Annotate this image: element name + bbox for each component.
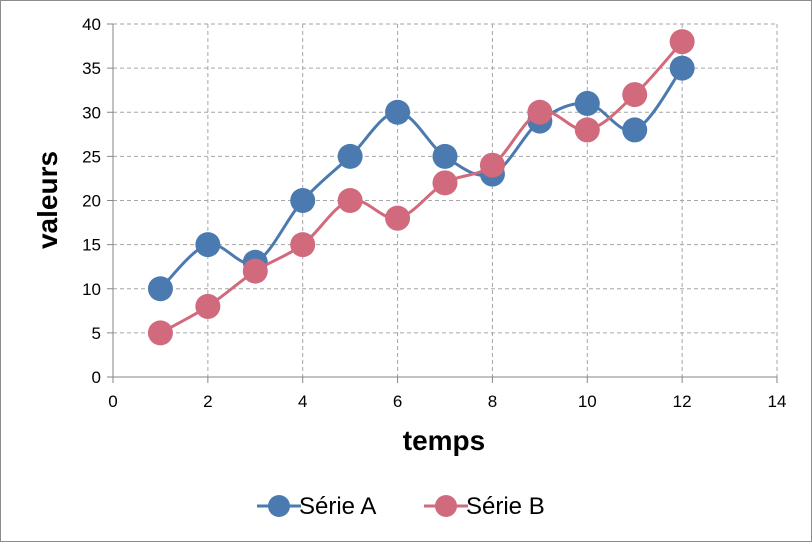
y-tick-label: 25: [82, 147, 101, 166]
x-tick-label: 0: [108, 392, 117, 411]
data-point: [242, 258, 268, 284]
legend: Série A Série B: [257, 493, 545, 520]
data-point: [479, 152, 505, 178]
legend-marker: [268, 495, 290, 517]
y-tick-label: 0: [92, 368, 101, 387]
y-tick-label: 20: [82, 192, 101, 211]
series-a: [147, 55, 695, 302]
x-tick-label: 2: [203, 392, 212, 411]
plot-area: [147, 29, 695, 346]
legend-marker: [435, 495, 457, 517]
legend-item-a: Série A: [257, 493, 376, 520]
y-tick-label: 40: [82, 15, 101, 34]
y-axis-title: valeurs: [32, 151, 63, 249]
x-tick-label: 10: [578, 392, 597, 411]
x-tick-label: 8: [488, 392, 497, 411]
x-tick-label: 4: [298, 392, 307, 411]
data-point: [290, 188, 316, 213]
data-point: [147, 276, 173, 302]
data-point: [147, 320, 173, 346]
data-point: [527, 99, 553, 125]
y-tick-label: 30: [82, 103, 101, 122]
y-tick-label: 5: [92, 324, 101, 343]
data-point: [195, 232, 221, 258]
legend-label: Série B: [466, 493, 545, 520]
data-point: [337, 188, 363, 213]
data-point: [290, 232, 316, 258]
data-point: [195, 293, 221, 319]
x-tick-label: 6: [393, 392, 402, 411]
x-axis-title: temps: [403, 425, 485, 456]
data-point: [622, 82, 648, 108]
legend-item-b: Série B: [424, 493, 545, 520]
y-tick-label: 35: [82, 59, 101, 78]
series-b: [147, 29, 695, 346]
axes: 0 5 10 15 20 25 30 35 40 0 2 4 6 8 10 12 14: [82, 15, 786, 411]
data-point: [622, 117, 648, 143]
data-point: [337, 143, 363, 169]
series-line: [159, 67, 684, 290]
data-point: [669, 55, 695, 81]
data-point: [385, 99, 411, 125]
y-tick-label: 15: [82, 236, 101, 255]
x-tick-label: 14: [768, 392, 787, 411]
x-tick-label: 12: [673, 392, 692, 411]
data-point: [432, 170, 458, 196]
data-point: [385, 205, 411, 231]
data-point: [432, 143, 458, 169]
y-tick-label: 10: [82, 280, 101, 299]
legend-label: Série A: [299, 493, 376, 520]
data-point: [574, 117, 600, 143]
data-point: [669, 29, 695, 55]
data-point: [574, 90, 600, 116]
